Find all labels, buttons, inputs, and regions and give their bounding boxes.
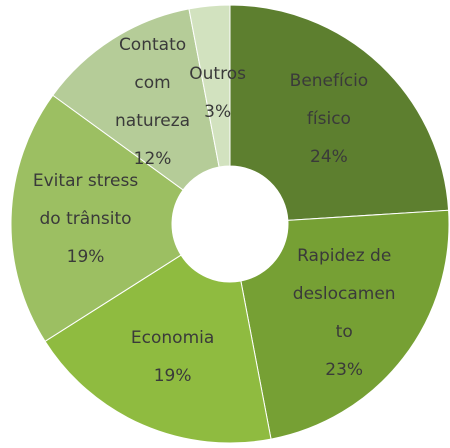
slice [240,209,450,440]
slice [229,4,450,221]
value-label: 12% [133,148,172,169]
value-label: 24% [310,146,348,167]
slice [52,8,220,191]
category-label: Outros [189,64,246,85]
data-label: Rapidez de deslocamento 23% [291,237,397,389]
data-label: Contato com natureza 12% [100,26,206,178]
category-label: Benefício físico [289,70,369,129]
value-label: 23% [325,359,364,380]
slice [44,254,272,444]
data-label: Benefício físico 24% [276,62,382,176]
data-label: Evitar stress do trânsito 19% [33,162,139,276]
data-label: Economia 19% [120,319,226,395]
value-label: 3% [204,102,232,123]
value-label: 19% [153,365,192,386]
slice [10,94,184,343]
category-label: Contato com natureza [115,34,191,131]
category-label: Evitar stress do trânsito [32,171,139,230]
category-label: Economia [130,327,215,348]
data-label: Outros 3% [165,55,271,131]
category-label: Rapidez de deslocamento [292,245,396,342]
value-label: 19% [66,247,105,268]
slice [188,4,231,168]
